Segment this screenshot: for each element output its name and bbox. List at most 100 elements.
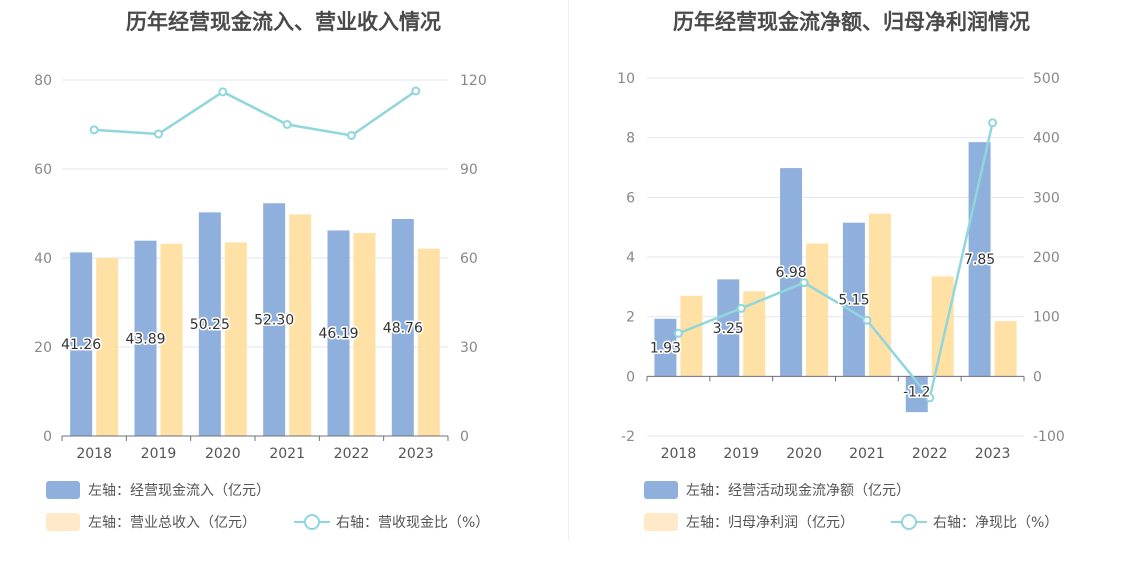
x-tick-label: 2022 — [334, 446, 370, 462]
legend-item-cash-inflow[interactable]: 左轴：经营现金流入（亿元） — [46, 480, 270, 500]
bar-net-profit-2019 — [743, 291, 766, 377]
line-point-2023 — [411, 86, 421, 96]
y-left-tick-label: 60 — [34, 162, 52, 178]
x-tick-label: 2021 — [849, 446, 885, 462]
legend-line-marker-icon — [891, 513, 927, 531]
legend-item-net-cash-ratio[interactable]: 右轴：净现比（%） — [891, 512, 1058, 532]
line-point-2022 — [347, 130, 356, 140]
data-label-2018: 1.93 — [650, 341, 681, 357]
bar-cash-inflow-2018 — [70, 252, 93, 436]
y-right-tick-label: 200 — [1033, 250, 1060, 266]
data-label-2020: 50.25 — [190, 317, 230, 333]
line-point-2022 — [925, 393, 935, 403]
x-tick-label: 2023 — [398, 446, 434, 462]
data-label-2022: -1.2 — [903, 384, 930, 400]
data-label-2022: 46.19 — [318, 326, 358, 342]
bar-net-profit-2020 — [806, 243, 829, 377]
chart-panel-cash-inflow: 历年经营现金流入、营业收入情况 0 20 40 60 80 0 30 60 90 120 2018 2… — [34, 10, 489, 532]
chart-title: 历年经营现金流入、营业收入情况 — [126, 10, 441, 34]
legend-label: 左轴：归母净利润（亿元） — [686, 515, 854, 531]
y-left-tick-label: 0 — [43, 429, 52, 445]
y-left-tick-label: -2 — [621, 429, 635, 445]
legend-swatch-orange — [46, 513, 80, 531]
bar-revenue-2021 — [289, 214, 312, 436]
y-left-tick-label: 40 — [34, 251, 52, 267]
panel-divider — [568, 0, 569, 540]
line-point-2018 — [89, 125, 99, 135]
line-point-2023 — [988, 118, 998, 128]
bar-revenue-2020 — [224, 242, 247, 436]
line-point-2021 — [282, 120, 292, 129]
bar-net-cash-flow-2022 — [905, 376, 928, 413]
line-series-ratio — [677, 122, 994, 401]
chart-panel-net-cash-flow: 历年经营现金流净额、归母净利润情况 -2 0 2 4 6 8 10 -100 0 100 200 30… — [569, 0, 1134, 582]
legend-line-marker-icon — [294, 513, 330, 531]
y-left-tick-label: 0 — [626, 369, 635, 385]
bar-cash-inflow-2022 — [327, 230, 350, 436]
x-tick-label: 2019 — [141, 446, 177, 462]
data-label-2019: 43.89 — [125, 331, 165, 347]
y-right-tick-label: 30 — [460, 340, 478, 356]
line-series-ratio — [94, 89, 417, 137]
legend-label: 左轴：经营现金流入（亿元） — [88, 483, 270, 499]
bar-cash-inflow-2023 — [391, 219, 414, 436]
bar-cash-inflow-2021 — [263, 203, 286, 436]
line-point-2019 — [154, 129, 163, 139]
legend-swatch-blue — [46, 481, 80, 499]
legend-swatch-orange — [644, 513, 678, 531]
x-tick-label: 2018 — [76, 446, 112, 462]
chart-svg-cash-inflow: 0 20 40 60 80 0 30 60 90 120 2018 2019 2020 2021 2022 2… — [34, 73, 487, 462]
y-left-tick-label: 80 — [34, 73, 52, 89]
y-left-tick-label: 4 — [626, 250, 635, 266]
bar-revenue-2018 — [96, 258, 119, 436]
legend-item-revenue[interactable]: 左轴：营业总收入（亿元） — [46, 512, 256, 532]
line-point-2021 — [862, 315, 872, 325]
legend-label: 右轴：净现比（%） — [933, 515, 1059, 531]
bar-net-profit-2023 — [994, 321, 1017, 377]
bar-net-profit-2018 — [680, 295, 703, 377]
legend-item-net-cash-flow[interactable]: 左轴：经营活动现金流净额（亿元） — [644, 480, 910, 500]
legend-label: 右轴：营收现金比（%） — [336, 515, 490, 531]
bar-cash-inflow-2020 — [198, 212, 221, 436]
legend-item-net-profit[interactable]: 左轴：归母净利润（亿元） — [644, 512, 854, 532]
y-right-tick-label: 100 — [1033, 310, 1060, 326]
y-right-tick-label: -100 — [1033, 429, 1065, 445]
legend-label: 左轴：营业总收入（亿元） — [88, 515, 256, 531]
data-label-2019: 3.25 — [713, 321, 744, 337]
x-tick-label: 2022 — [912, 446, 948, 462]
y-left-tick-label: 20 — [34, 340, 52, 356]
y-right-tick-label: 0 — [460, 429, 469, 445]
bar-net-cash-flow-2020 — [780, 168, 803, 377]
chart-title: 历年经营现金流净额、归母净利润情况 — [673, 10, 1030, 34]
bar-revenue-2023 — [417, 248, 440, 436]
x-tick-label: 2018 — [661, 446, 697, 462]
legend-item-cash-revenue-ratio[interactable]: 右轴：营收现金比（%） — [294, 512, 489, 532]
data-label-2023: 48.76 — [383, 321, 423, 337]
bar-net-cash-flow-2019 — [717, 279, 740, 377]
y-right-tick-label: 0 — [1033, 369, 1042, 385]
x-tick-label: 2019 — [723, 446, 759, 462]
line-point-2020 — [218, 87, 228, 97]
line-point-2018 — [673, 328, 683, 338]
bar-revenue-2019 — [160, 243, 183, 436]
bar-net-cash-flow-2021 — [842, 222, 865, 377]
y-left-tick-label: 10 — [617, 71, 635, 87]
data-label-2021: 5.15 — [838, 293, 869, 309]
legend-swatch-blue — [644, 481, 678, 499]
y-right-tick-label: 400 — [1033, 131, 1060, 147]
legend-label: 左轴：经营活动现金流净额（亿元） — [686, 483, 910, 499]
bar-revenue-2022 — [353, 233, 376, 436]
data-label-2021: 52.30 — [254, 313, 294, 329]
x-tick-label: 2020 — [786, 446, 822, 462]
x-tick-label: 2020 — [205, 446, 241, 462]
x-tick-label: 2021 — [269, 446, 305, 462]
data-label-2018: 41.26 — [61, 337, 101, 353]
bar-cash-inflow-2019 — [134, 240, 157, 436]
bar-net-profit-2021 — [868, 213, 891, 377]
y-right-tick-label: 60 — [460, 251, 478, 267]
y-right-tick-label: 90 — [460, 162, 478, 178]
bar-net-cash-flow-2018 — [654, 318, 677, 377]
y-left-tick-label: 6 — [626, 190, 635, 206]
bar-net-profit-2022 — [931, 276, 954, 377]
line-point-2019 — [736, 303, 746, 313]
